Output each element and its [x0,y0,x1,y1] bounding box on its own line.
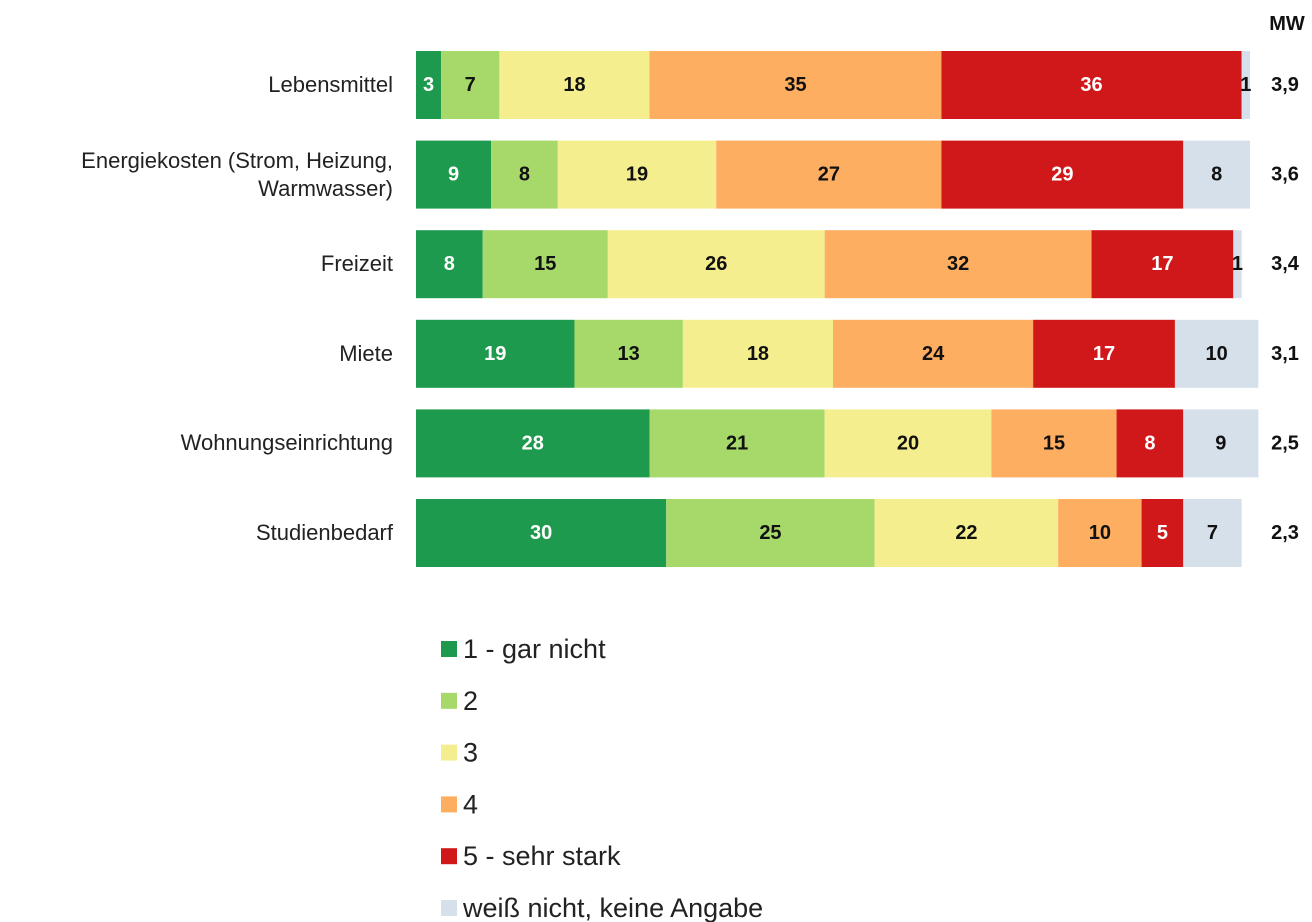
mw-value: 2,3 [1271,522,1299,544]
data-label: 7 [465,74,476,96]
data-label: 8 [1211,164,1222,186]
data-label: 18 [563,74,585,96]
category-label: Wohnungseinrichtung [180,430,393,456]
data-label: 7 [1207,522,1218,544]
legend-label: 3 [463,738,478,768]
data-label: 19 [626,164,648,186]
category-label: Studienbedarf [256,520,393,545]
data-label: 3 [423,74,434,96]
bar-segment [607,230,825,299]
bar-segment [666,499,875,567]
data-label: 15 [1043,432,1065,454]
data-label: 17 [1151,253,1173,275]
bar-segment [1233,230,1242,299]
category-label: Lebensmittel [268,72,393,97]
data-label: 8 [1144,432,1155,454]
bar-segment [649,409,825,478]
legend-swatch [441,848,457,865]
data-label: 1 [1240,74,1251,96]
legend-label: 1 - gar nicht [463,634,606,664]
data-label: 29 [1051,164,1073,186]
mw-value: 3,6 [1271,164,1299,186]
legend-label: 4 [463,789,478,819]
data-label: 18 [747,343,769,365]
bar-segment [1091,230,1234,299]
bar-segment [574,319,683,388]
bar-segment [1174,319,1259,388]
data-label: 8 [519,164,530,186]
data-label: 10 [1089,522,1111,544]
data-label: 8 [444,253,455,275]
legend-swatch [441,692,457,709]
bar-segment [1183,499,1242,567]
bar-segment [1241,51,1250,119]
category-label: Freizeit [320,251,393,277]
data-label: 28 [522,432,544,454]
bar-segment [1033,319,1175,388]
data-label: 24 [922,343,945,365]
bar-segment [441,51,500,119]
data-label: 9 [1215,432,1226,454]
data-label: 9 [448,164,459,186]
data-label: 17 [1093,343,1115,365]
data-label: 15 [534,253,556,275]
legend-label: 5 - sehr stark [463,841,621,871]
bar-segment [991,409,1117,478]
data-label: 30 [530,522,552,544]
bar-segment [416,319,575,388]
bar-segment [941,140,1184,209]
legend-label: weiß nicht, keine Angabe [462,893,763,922]
mw-value: 3,4 [1271,253,1300,275]
mw-value: 3,9 [1271,74,1299,96]
bar-segment [824,409,992,478]
legend-swatch [441,796,457,813]
data-label: 19 [484,343,506,365]
mw-value: 3,1 [1271,343,1299,365]
legend-swatch [441,744,457,761]
data-label: 27 [818,164,840,186]
category-label: Miete [339,340,393,366]
data-label: 20 [897,432,919,454]
bar-segment [682,319,833,388]
bar-segment [833,319,1034,388]
data-label: 1 [1232,253,1243,275]
bar-segment [482,230,608,299]
bar-segment [874,499,1059,567]
bar-segment [499,51,650,119]
bar-segment [1141,499,1184,567]
bar-segment [416,230,483,299]
bar-segment [1058,499,1142,567]
data-label: 32 [947,253,969,275]
mw-header: MW [1269,13,1305,35]
bar-segment [716,140,942,209]
legend-swatch [441,641,457,657]
mw-value: 2,5 [1271,432,1299,454]
bar-segment [416,51,442,119]
data-label: 21 [726,432,748,454]
data-label: 22 [955,522,977,544]
bar-segment [941,51,1242,119]
data-label: 26 [705,253,727,275]
bar-segment [491,140,558,209]
bar-segment [1116,409,1184,478]
bar-segment [824,230,1092,299]
data-label: 10 [1206,343,1228,365]
bar-segment [649,51,942,119]
data-label: 5 [1157,522,1168,544]
bar-segment [416,140,492,209]
bar-segment [416,499,667,567]
legend-label: 2 [463,686,478,716]
data-label: 36 [1080,74,1102,96]
bar-segment [557,140,717,209]
data-label: 13 [618,343,640,365]
data-label: 25 [759,522,781,544]
category-label: Energiekosten (Strom, Heizung, Warmwasse… [81,147,393,201]
bar-segment [1183,409,1259,478]
data-label: 35 [784,74,806,96]
bar-segment [416,409,650,478]
bar-segment [1183,140,1250,209]
legend-swatch [441,900,457,916]
